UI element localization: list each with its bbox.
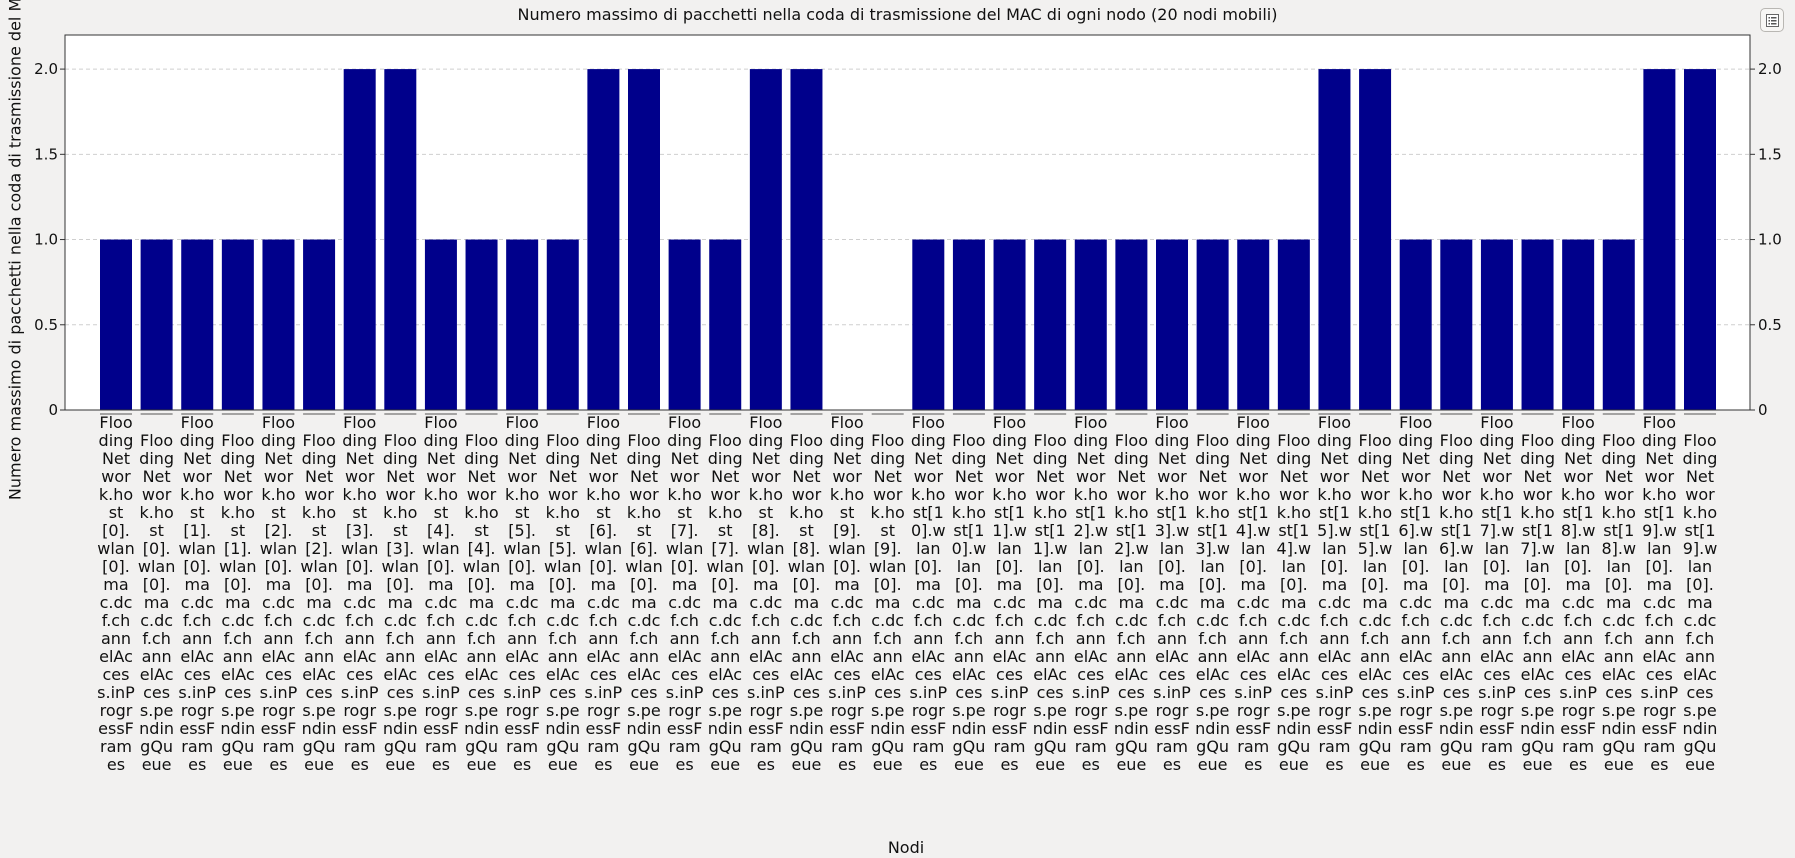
bar — [749, 69, 782, 410]
y-tick-label-right: 0 — [1758, 401, 1768, 419]
x-tick-label: FloodingNetwork.host[15].wlan[0].mac.dcf… — [1357, 431, 1393, 774]
chart-title: Numero massimo di pacchetti nella coda d… — [517, 5, 1278, 24]
x-tick-label: FloodingNetwork.host[18].wlan[0].mac.dcf… — [1601, 431, 1637, 774]
chart-menu-button[interactable] — [1760, 8, 1784, 32]
bar — [1399, 239, 1432, 410]
bar — [952, 239, 985, 410]
y-tick-label-left: 0 — [48, 401, 58, 419]
y-tick-label-right: 1.5 — [1758, 145, 1782, 163]
x-tick-label: FloodingNetwork.host[2].wlan[0].mac.dcf.… — [259, 413, 298, 774]
bar — [1562, 239, 1595, 410]
bar — [1115, 239, 1148, 410]
y-tick-label-left: 1.5 — [34, 145, 58, 163]
bar — [1684, 69, 1716, 410]
x-tick-label: FloodingNetwork.host[2].wlan[0].mac.dcf.… — [300, 431, 338, 774]
x-tick-label: FloodingNetwork.host[0].wlan[0].mac.dcf.… — [97, 413, 135, 774]
bar — [628, 69, 660, 410]
bar — [100, 239, 132, 410]
x-tick-label: FloodingNetwork.host[14].wlan[0].mac.dcf… — [1234, 413, 1273, 774]
x-tick-label: FloodingNetwork.host[15].wlan[0].mac.dcf… — [1315, 413, 1354, 774]
x-axis-label: Nodi — [887, 838, 925, 857]
y-tick-label-right: 2.0 — [1758, 60, 1782, 78]
y-tick-label-left: 2.0 — [34, 60, 58, 78]
bar — [1602, 239, 1635, 410]
bar — [465, 239, 498, 410]
bar — [506, 239, 539, 410]
x-tick-label: FloodingNetwork.host[12].wlan[0].mac.dcf… — [1113, 431, 1149, 774]
bar — [1440, 239, 1473, 410]
x-tick-label: FloodingNetwork.host[18].wlan[0].mac.dcf… — [1559, 413, 1597, 774]
x-tick-label: FloodingNetwork.host[13].wlan[0].mac.dcf… — [1153, 413, 1191, 774]
x-tick-label: FloodingNetwork.host[5].wlan[0].mac.dcf.… — [544, 431, 582, 774]
bar — [1237, 239, 1270, 410]
y-tick-label-left: 1.0 — [34, 231, 58, 249]
bar — [343, 69, 376, 410]
bar — [1074, 239, 1107, 410]
bar — [587, 69, 620, 410]
bar — [790, 69, 823, 410]
bar — [1521, 239, 1554, 410]
bar — [140, 239, 173, 410]
x-tick-label: FloodingNetwork.host[10].wlan[0].mac.dcf… — [951, 431, 987, 774]
x-tick-label: FloodingNetwork.host[9].wlan[0].mac.dcf.… — [828, 413, 866, 774]
x-tick-label: FloodingNetwork.host[10].wlan[0].mac.dcf… — [909, 413, 948, 774]
plot-frame — [64, 34, 1751, 411]
bar — [303, 239, 336, 410]
bar — [1277, 239, 1310, 410]
x-tick-label: FloodingNetwork.host[9].wlan[0].mac.dcf.… — [868, 431, 907, 774]
x-tick-label: FloodingNetwork.host[6].wlan[0].mac.dcf.… — [625, 431, 663, 774]
x-tick-label: FloodingNetwork.host[11].wlan[0].mac.dcf… — [990, 413, 1029, 774]
bar — [181, 239, 214, 410]
x-tick-label: FloodingNetwork.host[6].wlan[0].mac.dcf.… — [584, 413, 623, 774]
list-menu-icon — [1766, 14, 1779, 27]
x-tick-label: FloodingNetwork.host[11].wlan[0].mac.dcf… — [1032, 431, 1068, 774]
x-tick-label: FloodingNetwork.host[8].wlan[0].mac.dcf.… — [787, 431, 826, 774]
y-tick-label-right: 1.0 — [1758, 231, 1782, 249]
bar — [1480, 239, 1513, 410]
bar — [546, 239, 579, 410]
bar — [1034, 239, 1067, 410]
x-tick-label: FloodingNetwork.host[4].wlan[0].mac.dcf.… — [462, 431, 501, 774]
x-tick-label: FloodingNetwork.host[16].wlan[0].mac.dcf… — [1396, 413, 1435, 774]
x-tick-label: FloodingNetwork.host[17].wlan[0].mac.dcf… — [1520, 431, 1555, 774]
x-tick-label: FloodingNetwork.host[12].wlan[0].mac.dcf… — [1071, 413, 1110, 774]
bar — [1156, 239, 1188, 410]
bar — [384, 69, 417, 410]
bar — [221, 239, 254, 410]
x-tick-label: FloodingNetwork.host[13].wlan[0].mac.dcf… — [1195, 431, 1231, 774]
x-tick-label: FloodingNetwork.host[3].wlan[0].mac.dcf.… — [381, 431, 420, 774]
bar — [912, 239, 945, 410]
x-tick-label: FloodingNetwork.host[7].wlan[0].mac.dcf.… — [665, 413, 704, 774]
bar — [1318, 69, 1351, 410]
x-tick-label: FloodingNetwork.host[19].wlan[0].mac.dcf… — [1640, 413, 1679, 774]
x-tick-label: FloodingNetwork.host[8].wlan[0].mac.dcf.… — [747, 413, 785, 774]
y-tick-label-left: 0.5 — [34, 316, 58, 334]
bar — [262, 239, 295, 410]
bar — [1643, 69, 1676, 410]
bar — [709, 239, 742, 410]
bar — [668, 239, 701, 410]
x-tick-label: FloodingNetwork.host[0].wlan[0].mac.dcf.… — [137, 431, 176, 774]
bar — [424, 239, 457, 410]
x-tick-label: FloodingNetwork.host[17].wlan[0].mac.dcf… — [1478, 413, 1516, 774]
x-tick-label: FloodingNetwork.host[16].wlan[0].mac.dcf… — [1438, 431, 1474, 774]
bar — [993, 239, 1026, 410]
x-tick-label: FloodingNetwork.host[19].wlan[0].mac.dcf… — [1682, 431, 1718, 774]
x-tick-label: FloodingNetwork.host[1].wlan[0].mac.dcf.… — [178, 413, 217, 774]
x-tick-label: FloodingNetwork.host[4].wlan[0].mac.dcf.… — [422, 413, 460, 774]
x-tick-label: FloodingNetwork.host[1].wlan[0].mac.dcf.… — [219, 431, 257, 774]
x-tick-label: FloodingNetwork.host[7].wlan[0].mac.dcf.… — [706, 431, 744, 774]
x-tick-label: FloodingNetwork.host[14].wlan[0].mac.dcf… — [1276, 431, 1312, 774]
x-tick-label: FloodingNetwork.host[3].wlan[0].mac.dcf.… — [340, 413, 379, 774]
bar — [1196, 239, 1229, 410]
y-tick-label-right: 0.5 — [1758, 316, 1782, 334]
bar — [1359, 69, 1392, 410]
x-tick-label: FloodingNetwork.host[5].wlan[0].mac.dcf.… — [503, 413, 541, 774]
